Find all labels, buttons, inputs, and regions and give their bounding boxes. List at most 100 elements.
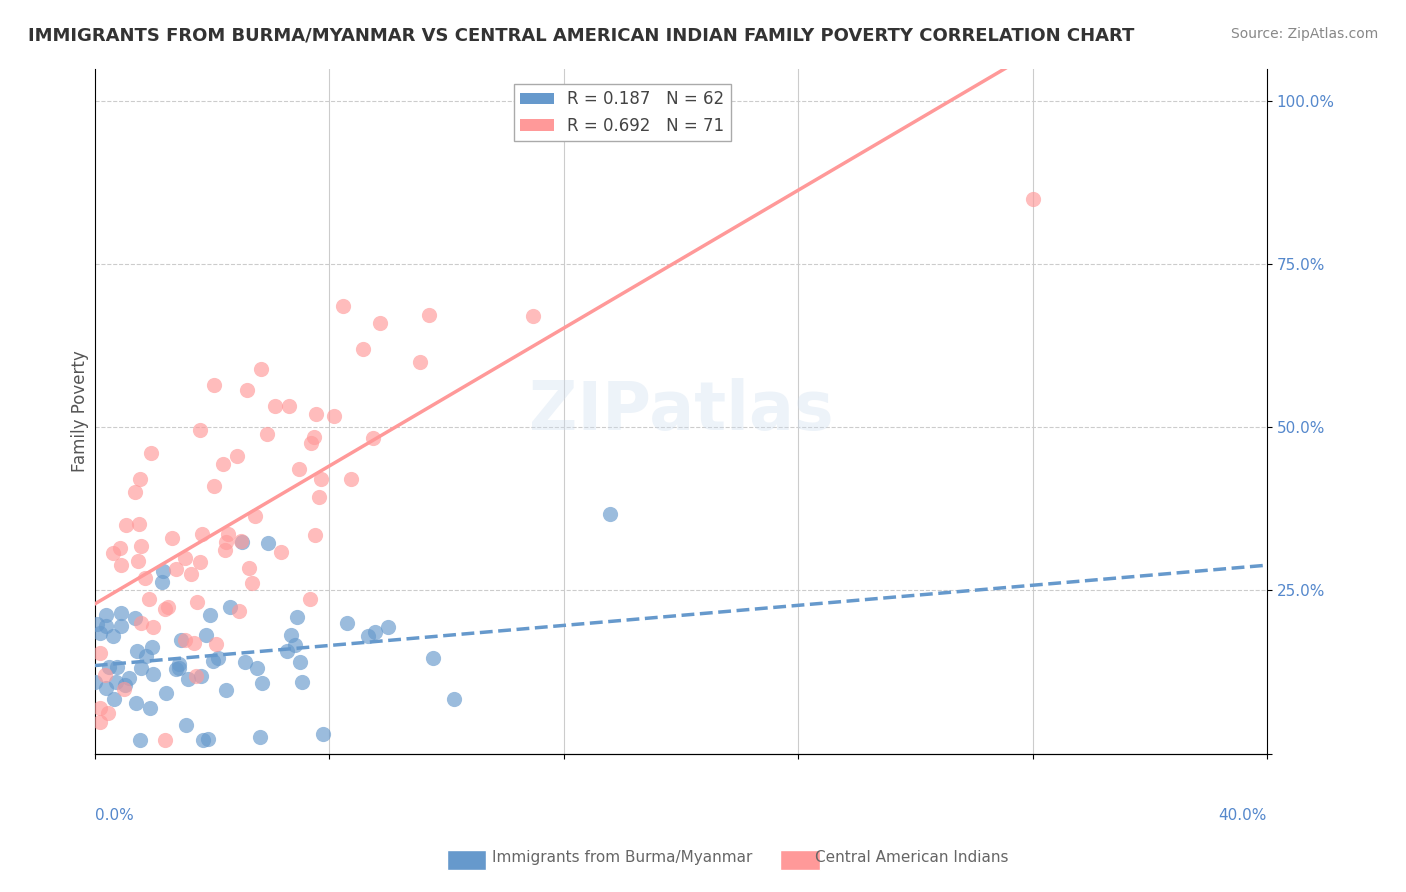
Point [170,633,193,648]
Point [98,660,121,674]
Point [141,640,163,655]
Point [125,697,148,711]
Point [89,700,111,714]
Point [305,407,328,421]
Point [125,644,148,658]
Point [233,656,256,670]
Point [357,629,380,643]
Point [124,610,146,624]
Point [211,457,233,471]
Point [340,472,363,486]
Point [250,362,273,376]
Point [522,309,544,323]
Point [418,308,440,322]
Point [138,700,160,714]
Point [135,648,157,663]
Point [191,733,214,747]
Point [153,733,176,747]
Point [101,629,124,643]
Point [238,561,260,575]
Point [332,299,354,313]
Point [155,685,177,699]
Point [128,517,150,532]
Point [101,546,124,560]
Legend: R = 0.187   N = 62, R = 0.692   N = 71: R = 0.187 N = 62, R = 0.692 N = 71 [513,84,731,141]
Point [110,619,132,633]
Point [304,528,326,542]
Point [240,575,263,590]
Point [364,625,387,640]
Point [104,674,127,689]
Point [246,661,269,675]
Point [204,637,226,651]
Point [183,635,205,649]
Point [284,638,307,652]
Point [174,551,197,566]
Point [322,409,344,424]
Point [219,600,242,615]
Point [228,603,250,617]
Point [377,620,399,634]
Point [231,535,253,549]
Point [276,644,298,658]
Point [309,472,332,486]
Text: 40.0%: 40.0% [1219,808,1267,823]
Point [197,732,219,747]
Text: 0.0%: 0.0% [94,808,134,823]
Point [94,607,117,622]
Text: Source: ZipAtlas.com: Source: ZipAtlas.com [1230,27,1378,41]
Point [153,601,176,615]
Point [157,600,180,615]
Point [288,655,311,669]
Point [131,615,153,630]
Text: Immigrants from Burma/Myanmar: Immigrants from Burma/Myanmar [492,850,752,865]
Point [103,692,125,706]
Point [165,562,187,576]
Point [599,508,621,522]
Point [299,591,322,606]
Point [167,661,190,675]
Point [84,674,107,689]
Point [167,657,190,671]
Point [361,431,384,445]
Point [308,490,330,504]
Text: IMMIGRANTS FROM BURMA/MYANMAR VS CENTRAL AMERICAN INDIAN FAMILY POVERTY CORRELAT: IMMIGRANTS FROM BURMA/MYANMAR VS CENTRAL… [28,27,1135,45]
Point [215,683,238,698]
Point [165,662,187,676]
Point [139,446,162,460]
Point [174,632,197,647]
Point [336,616,359,631]
Point [115,517,138,532]
Point [112,681,135,696]
Point [243,508,266,523]
Text: ZIPatlas: ZIPatlas [529,378,834,444]
Point [105,660,128,674]
Point [236,384,259,398]
Point [201,654,224,668]
Point [287,462,309,476]
Point [270,545,292,559]
Point [443,691,465,706]
Point [150,574,173,589]
Point [124,485,146,500]
Point [128,473,150,487]
Point [191,527,214,541]
Point [217,526,239,541]
Point [138,591,160,606]
Point [110,606,132,620]
Point [110,558,132,572]
Point [225,449,247,463]
Point [129,540,152,554]
FancyBboxPatch shape [447,850,486,870]
Point [409,355,432,369]
Point [215,535,238,549]
Point [370,316,392,330]
Point [129,661,152,675]
Point [1021,192,1043,206]
Point [176,718,198,732]
Point [422,651,444,665]
Point [142,620,165,634]
Y-axis label: Family Poverty: Family Poverty [72,351,89,472]
Point [252,675,274,690]
Point [299,435,322,450]
